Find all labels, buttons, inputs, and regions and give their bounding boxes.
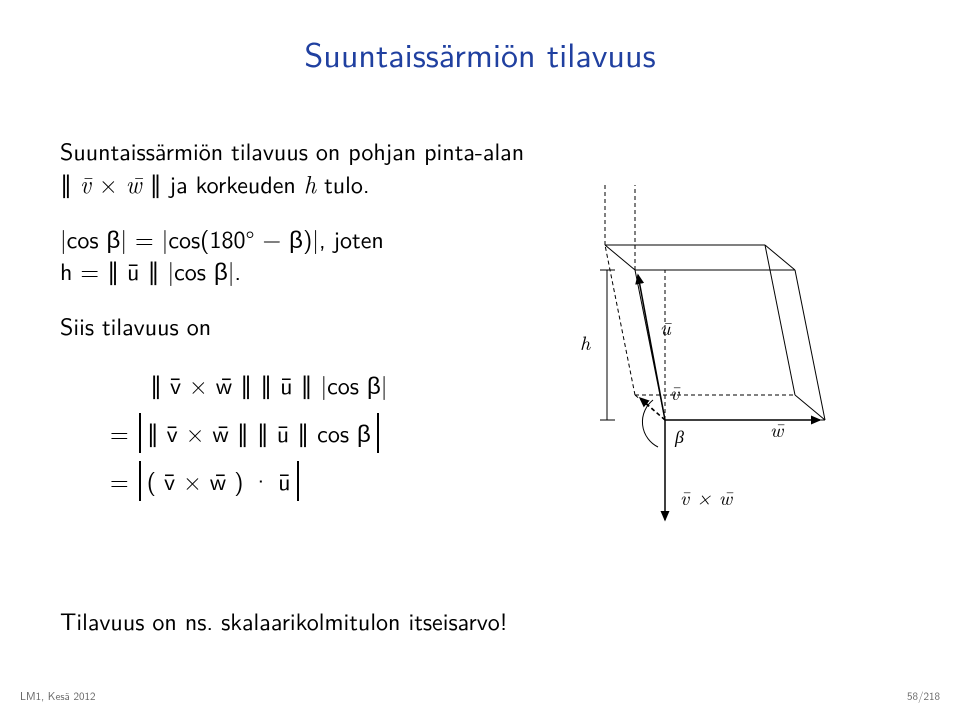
slide-title: Suuntaissärmiön tilavuus [0,0,960,78]
paragraph-2: |cos β| = |cos(180° − β)|, joten h = ∥ ū… [60,223,540,288]
label-w: w̄ [770,414,785,443]
eq3-inner: ( v̄ × w̄ ) · ū [141,458,297,504]
h-sym: h [304,166,316,200]
figure-svg: h ū v̄ w̄ β v̄ × w̄ [570,175,900,555]
label-beta: β [674,424,684,449]
paragraph-3: Siis tilavuus on [60,310,540,342]
parallelepiped-figure: h ū v̄ w̄ β v̄ × w̄ [570,175,900,535]
footer-right: 58/218 [907,688,940,704]
content-column: Suuntaissärmiön tilavuus on pohjan pinta… [60,135,540,508]
p1-mid: ja korkeuden [170,166,304,201]
eq2-inner: ∥ v̄ × w̄ ∥ ∥ ū ∥ cos β [141,410,377,456]
p2-line1: |cos β| = |cos(180° − β)|, joten [60,223,540,255]
p1-suffix: tulo. [324,166,369,201]
footer-left: LM1, Kesä 2012 [20,688,96,704]
label-v: v̄ [670,377,681,406]
eq-line-2: = ∥ v̄ × w̄ ∥ ∥ ū ∥ cos β [110,412,540,454]
equation-block: ∥ v̄ × w̄ ∥ ∥ ū ∥ |cos β| = ∥ v̄ × w̄ ∥ … [110,364,540,502]
label-u: ū [660,312,672,341]
eq3-lhs: = [110,458,129,504]
p1-prefix: Suuntaissärmiön tilavuus on pohjan pinta… [60,133,524,168]
slide: Suuntaissärmiön tilavuus Suuntaissärmiön… [0,0,960,718]
label-cross: v̄ × w̄ [680,482,734,511]
paragraph-1: Suuntaissärmiön tilavuus on pohjan pinta… [60,135,540,201]
eq2-lhs: = [110,410,129,456]
p2-line2: h = ∥ ū ∥ |cos β|. [60,255,540,287]
p1-norm: ∥ v̄ × w̄ ∥ [60,166,162,201]
eq-line-1: ∥ v̄ × w̄ ∥ ∥ ū ∥ |cos β| [150,364,540,406]
label-h: h [580,327,591,356]
eq1-text: ∥ v̄ × w̄ ∥ ∥ ū ∥ |cos β| [150,362,387,408]
eq-line-3: = ( v̄ × w̄ ) · ū [110,460,540,502]
closing-line: Tilavuus on ns. skalaarikolmitulon itsei… [60,603,507,638]
